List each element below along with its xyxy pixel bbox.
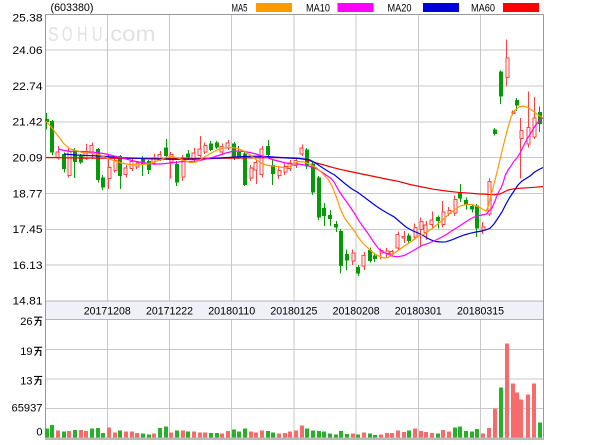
svg-text:26: 26 (20, 316, 32, 328)
svg-text:O: O (62, 24, 73, 46)
svg-text:20171222: 20171222 (146, 306, 193, 318)
svg-text:13: 13 (20, 375, 32, 387)
svg-text:19: 19 (20, 346, 32, 358)
svg-text:65937: 65937 (12, 403, 43, 415)
svg-text:20171208: 20171208 (84, 306, 131, 318)
svg-text:MA20: MA20 (388, 3, 412, 15)
svg-text:20180208: 20180208 (333, 306, 380, 318)
svg-text:20180125: 20180125 (270, 306, 317, 318)
svg-text:14.81: 14.81 (13, 295, 43, 307)
svg-text:U: U (92, 24, 103, 46)
svg-text:17.45: 17.45 (13, 224, 43, 236)
svg-text:20180301: 20180301 (395, 306, 442, 318)
svg-text:24.06: 24.06 (13, 45, 43, 57)
svg-text:25.38: 25.38 (13, 12, 43, 24)
svg-text:MA60: MA60 (471, 3, 495, 15)
svg-text:22.74: 22.74 (13, 81, 43, 93)
svg-text:.com: .com (104, 23, 156, 46)
svg-text:(603380): (603380) (51, 2, 94, 14)
svg-text:20.09: 20.09 (13, 153, 43, 165)
svg-text:20180315: 20180315 (457, 306, 504, 318)
svg-text:21.42: 21.42 (13, 117, 43, 129)
svg-text:20180110: 20180110 (208, 306, 255, 318)
svg-text:H: H (77, 24, 88, 46)
svg-text:0: 0 (36, 426, 42, 438)
svg-text:MA10: MA10 (306, 3, 330, 15)
svg-text:16.13: 16.13 (13, 260, 43, 272)
svg-text:MA5: MA5 (232, 3, 248, 15)
svg-text:18.77: 18.77 (13, 188, 43, 200)
svg-text:S: S (48, 24, 59, 46)
